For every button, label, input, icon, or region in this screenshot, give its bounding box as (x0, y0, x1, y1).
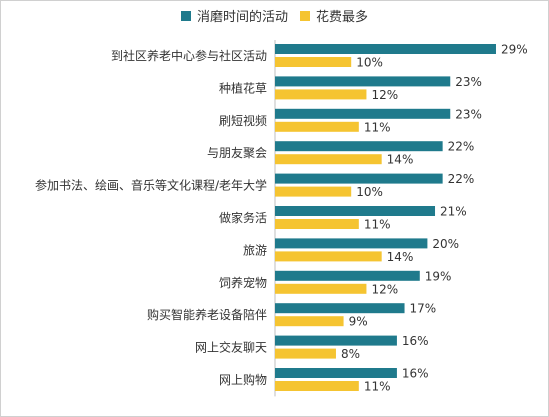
bar-series-1 (275, 335, 397, 346)
data-label-series-1: 16% (402, 334, 429, 348)
data-label-series-1: 23% (455, 107, 482, 121)
data-label-series-2: 11% (364, 218, 391, 232)
bar-series-1 (275, 270, 420, 281)
data-label-series-1: 23% (455, 75, 482, 89)
data-label-series-2: 9% (349, 315, 368, 329)
category-label: 刷短视频 (219, 113, 267, 128)
category-label: 到社区养老中心参与社区活动 (111, 48, 267, 63)
category-label: 旅游 (243, 243, 267, 257)
bar-series-2 (275, 316, 344, 327)
bar-series-2 (275, 381, 359, 391)
data-label-series-2: 14% (387, 250, 414, 264)
legend-label-series-2: 花费最多 (316, 10, 369, 25)
data-label-series-2: 10% (356, 185, 383, 199)
bar-series-1 (275, 238, 428, 249)
category-label: 饲养宠物 (219, 275, 267, 290)
category-label: 参加书法、绘画、音乐等文化课程/老年大学 (35, 178, 267, 193)
bar-series-1 (275, 303, 405, 314)
data-label-series-2: 14% (387, 153, 414, 167)
legend-swatch-series-2 (300, 10, 310, 21)
legend: 消磨时间的活动 花费最多 (0, 6, 549, 25)
bar-series-1 (275, 108, 451, 119)
bar-series-1 (275, 141, 443, 152)
bar-series-2 (275, 348, 336, 359)
legend-label-series-1: 消磨时间的活动 (196, 10, 288, 25)
category-label: 做家务活 (219, 210, 267, 225)
data-label-series-2: 12% (371, 88, 398, 102)
data-label-series-1: 22% (448, 172, 475, 186)
legend-item-series-1: 消磨时间的活动 (180, 6, 288, 25)
bar-series-2 (275, 121, 359, 132)
data-label-series-2: 10% (356, 56, 383, 70)
data-label-series-1: 17% (410, 302, 437, 316)
category-label: 网上交友聊天 (195, 340, 267, 355)
bar-series-1 (275, 76, 451, 87)
legend-item-series-2: 花费最多 (300, 6, 368, 25)
bar-series-1 (275, 44, 496, 54)
data-label-series-1: 21% (440, 205, 467, 219)
data-label-series-1: 20% (432, 237, 459, 251)
data-label-series-2: 8% (341, 347, 360, 361)
bar-series-2 (275, 251, 382, 262)
bar-series-1 (275, 173, 443, 184)
category-label: 购买智能养老设备陪伴 (147, 307, 267, 322)
category-label: 与朋友聚会 (207, 146, 267, 160)
data-label-series-2: 11% (364, 120, 391, 134)
legend-swatch-series-1 (180, 10, 191, 21)
bar-series-1 (275, 368, 397, 378)
data-label-series-1: 16% (402, 367, 429, 381)
bar-series-1 (275, 206, 436, 216)
data-label-series-2: 12% (371, 282, 398, 296)
data-label-series-1: 22% (448, 140, 475, 154)
data-label-series-1: 29% (501, 43, 528, 57)
data-label-series-1: 19% (425, 269, 452, 283)
bar-series-2 (275, 283, 367, 294)
category-label: 种植花草 (219, 80, 267, 95)
bar-series-2 (275, 219, 359, 229)
bar-series-2 (275, 154, 382, 165)
bar-series-2 (275, 186, 352, 197)
bar-series-2 (275, 57, 352, 67)
bar-series-2 (275, 89, 367, 100)
data-label-series-2: 11% (364, 380, 391, 394)
category-label: 网上购物 (219, 372, 267, 387)
